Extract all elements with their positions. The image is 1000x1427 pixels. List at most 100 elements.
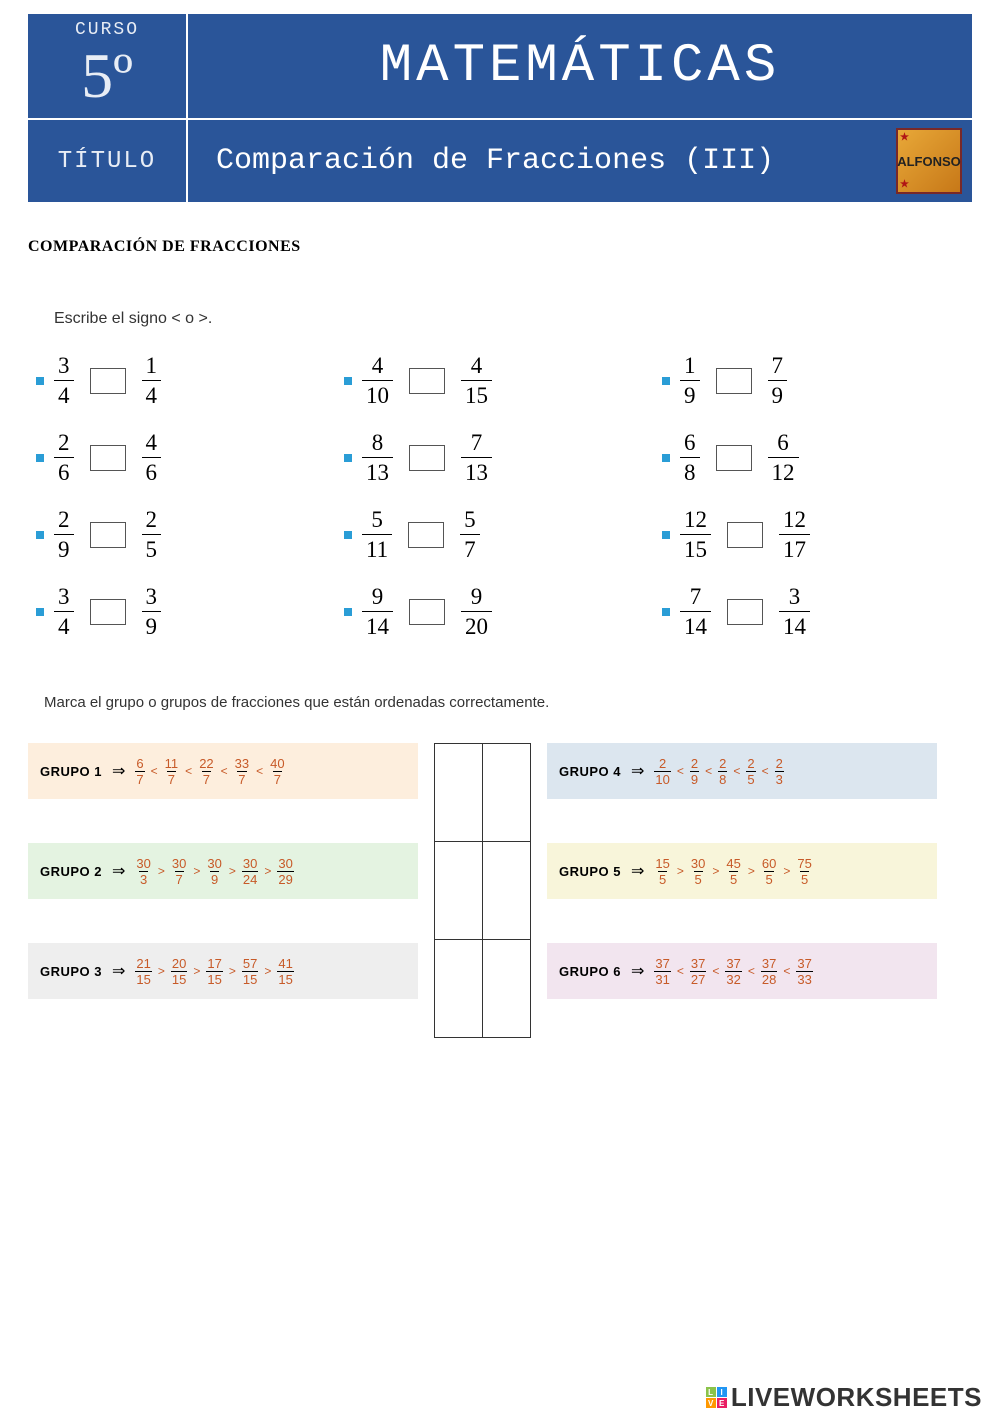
exercise-item: 19 79 bbox=[662, 354, 952, 407]
small-fraction: 28 bbox=[718, 757, 727, 786]
small-fraction: 307 bbox=[171, 857, 187, 886]
exercise-item: 714 314 bbox=[662, 585, 952, 638]
small-fraction: 309 bbox=[206, 857, 222, 886]
fraction: 46 bbox=[142, 431, 162, 484]
small-fraction: 155 bbox=[654, 857, 670, 886]
small-fraction: 605 bbox=[761, 857, 777, 886]
exercise-item: 511 57 bbox=[344, 508, 644, 561]
operator: < bbox=[748, 964, 755, 978]
check-cell[interactable] bbox=[435, 940, 483, 1038]
bullet-icon bbox=[662, 454, 670, 462]
operator: < bbox=[256, 764, 263, 778]
fraction: 26 bbox=[54, 431, 74, 484]
operator: > bbox=[264, 964, 271, 978]
answer-input[interactable] bbox=[409, 368, 445, 394]
small-fraction: 407 bbox=[269, 757, 285, 786]
fraction-chain: 210<29<28<25<23 bbox=[654, 757, 783, 786]
small-fraction: 303 bbox=[135, 857, 151, 886]
instruction-2: Marca el grupo o grupos de fracciones qu… bbox=[44, 694, 1000, 711]
curso-box: CURSO 5º bbox=[28, 14, 188, 118]
check-cell[interactable] bbox=[483, 842, 531, 940]
groups-left-column: GRUPO 1 ⇒ 67<117<227<337<407GRUPO 2 ⇒ 30… bbox=[28, 743, 418, 999]
check-cell[interactable] bbox=[483, 940, 531, 1038]
answer-input[interactable] bbox=[409, 599, 445, 625]
small-fraction: 3024 bbox=[242, 857, 258, 886]
fraction: 314 bbox=[779, 585, 810, 638]
small-fraction: 337 bbox=[234, 757, 250, 786]
fraction: 813 bbox=[362, 431, 393, 484]
curso-grade: 5º bbox=[81, 44, 133, 108]
group-box: GRUPO 2 ⇒ 303>307>309>3024>3029 bbox=[28, 843, 418, 899]
fraction: 1215 bbox=[680, 508, 711, 561]
groups-area: GRUPO 1 ⇒ 67<117<227<337<407GRUPO 2 ⇒ 30… bbox=[28, 743, 1000, 1038]
answer-input[interactable] bbox=[727, 599, 763, 625]
groups-right-column: GRUPO 4 ⇒ 210<29<28<25<23GRUPO 5 ⇒ 155>3… bbox=[547, 743, 937, 999]
arrow-icon: ⇒ bbox=[112, 761, 125, 781]
operator: < bbox=[712, 964, 719, 978]
small-fraction: 3733 bbox=[796, 957, 812, 986]
titulo-label: TÍTULO bbox=[28, 120, 188, 202]
bullet-icon bbox=[662, 608, 670, 616]
fraction: 68 bbox=[680, 431, 700, 484]
fraction: 25 bbox=[142, 508, 162, 561]
small-fraction: 5715 bbox=[242, 957, 258, 986]
small-fraction: 117 bbox=[164, 757, 180, 786]
worksheet-title: Comparación de Fracciones (III) ALFONSO bbox=[188, 120, 972, 202]
operator: < bbox=[762, 764, 769, 778]
answer-input[interactable] bbox=[716, 445, 752, 471]
operator: > bbox=[193, 964, 200, 978]
bullet-icon bbox=[36, 377, 44, 385]
exercise-item: 813 713 bbox=[344, 431, 644, 484]
section-title: COMPARACIÓN DE FRACCIONES bbox=[28, 238, 1000, 256]
operator: > bbox=[748, 864, 755, 878]
exercise-item: 26 46 bbox=[36, 431, 326, 484]
check-cell[interactable] bbox=[435, 744, 483, 842]
answer-input[interactable] bbox=[408, 522, 444, 548]
fraction: 1217 bbox=[779, 508, 810, 561]
fraction: 29 bbox=[54, 508, 74, 561]
operator: < bbox=[705, 764, 712, 778]
operator: > bbox=[783, 864, 790, 878]
group-label: GRUPO 3 bbox=[40, 964, 102, 979]
answer-input[interactable] bbox=[409, 445, 445, 471]
group-box: GRUPO 1 ⇒ 67<117<227<337<407 bbox=[28, 743, 418, 799]
arrow-icon: ⇒ bbox=[631, 961, 644, 981]
bullet-icon bbox=[36, 454, 44, 462]
answer-input[interactable] bbox=[716, 368, 752, 394]
answer-input[interactable] bbox=[90, 368, 126, 394]
watermark-icon: LIVE bbox=[706, 1387, 727, 1408]
check-cell[interactable] bbox=[435, 842, 483, 940]
small-fraction: 29 bbox=[690, 757, 699, 786]
small-fraction: 25 bbox=[746, 757, 755, 786]
check-grid bbox=[434, 743, 531, 1038]
group-box: GRUPO 6 ⇒ 3731<3727<3732<3728<3733 bbox=[547, 943, 937, 999]
small-fraction: 3732 bbox=[725, 957, 741, 986]
fraction: 920 bbox=[461, 585, 492, 638]
operator: > bbox=[229, 864, 236, 878]
operator: < bbox=[677, 964, 684, 978]
fraction-chain: 3731<3727<3732<3728<3733 bbox=[654, 957, 812, 986]
group-label: GRUPO 1 bbox=[40, 764, 102, 779]
operator: < bbox=[185, 764, 192, 778]
operator: > bbox=[677, 864, 684, 878]
watermark: LIVE LIVEWORKSHEETS bbox=[706, 1382, 982, 1413]
answer-input[interactable] bbox=[90, 522, 126, 548]
arrow-icon: ⇒ bbox=[112, 861, 125, 881]
answer-input[interactable] bbox=[90, 445, 126, 471]
small-fraction: 2015 bbox=[171, 957, 187, 986]
operator: > bbox=[158, 864, 165, 878]
bullet-icon bbox=[344, 531, 352, 539]
answer-input[interactable] bbox=[90, 599, 126, 625]
answer-input[interactable] bbox=[727, 522, 763, 548]
fraction-chain: 67<117<227<337<407 bbox=[135, 757, 285, 786]
operator: > bbox=[158, 964, 165, 978]
small-fraction: 2115 bbox=[135, 957, 151, 986]
check-cell[interactable] bbox=[483, 744, 531, 842]
fraction: 511 bbox=[362, 508, 392, 561]
exercise-item: 68 612 bbox=[662, 431, 952, 484]
group-box: GRUPO 5 ⇒ 155>305>455>605>755 bbox=[547, 843, 937, 899]
instruction-1: Escribe el signo < o >. bbox=[54, 310, 1000, 328]
group-box: GRUPO 4 ⇒ 210<29<28<25<23 bbox=[547, 743, 937, 799]
operator: > bbox=[264, 864, 271, 878]
fraction: 415 bbox=[461, 354, 492, 407]
